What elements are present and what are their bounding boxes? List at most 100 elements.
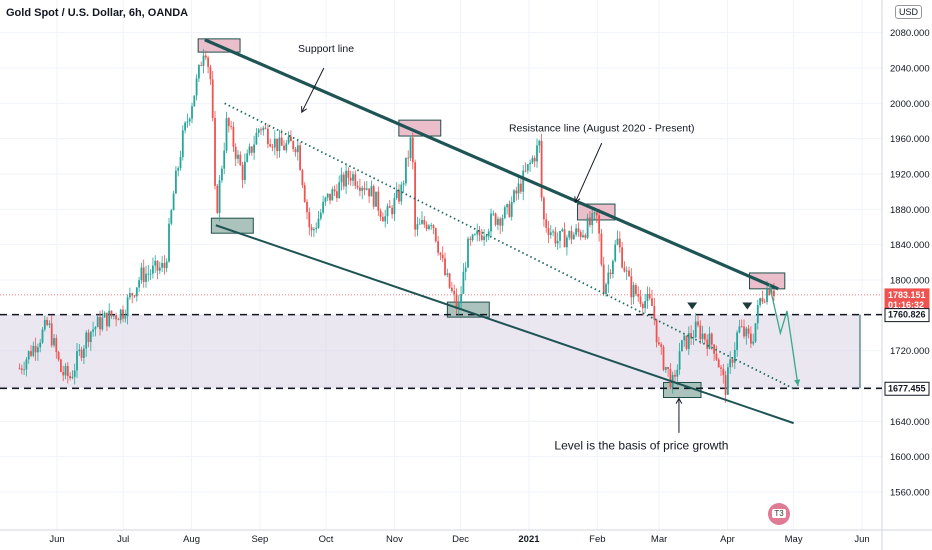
candle-body bbox=[308, 212, 311, 228]
candle-body bbox=[34, 345, 37, 353]
down-marker-icon bbox=[742, 302, 753, 310]
candle-body bbox=[543, 197, 545, 220]
candle-body bbox=[379, 210, 382, 217]
candle-body bbox=[110, 310, 113, 317]
candle-body bbox=[485, 236, 488, 238]
candle-body bbox=[66, 365, 69, 377]
candle-body bbox=[290, 136, 292, 142]
candle-body bbox=[195, 78, 198, 96]
candle-body bbox=[579, 231, 582, 238]
candle-body bbox=[430, 225, 433, 226]
candle-body bbox=[135, 287, 138, 297]
candle-body bbox=[393, 198, 396, 215]
price-badge-label: 01:16:32 bbox=[888, 300, 924, 310]
candle-body bbox=[411, 137, 414, 163]
candle-body bbox=[39, 342, 42, 348]
candle-body bbox=[614, 244, 617, 261]
candle-body bbox=[759, 298, 762, 306]
candle-body bbox=[310, 227, 313, 231]
y-tick-label: 1720.000 bbox=[890, 346, 930, 357]
candle-body bbox=[637, 294, 640, 297]
y-tick-label: 2080.000 bbox=[890, 28, 930, 39]
candle-body bbox=[253, 144, 256, 153]
candle-body bbox=[271, 146, 274, 148]
candle-body bbox=[697, 321, 699, 326]
candle-body bbox=[296, 145, 299, 153]
candle-body bbox=[722, 368, 725, 376]
candle-body bbox=[64, 365, 67, 376]
candle-body bbox=[414, 162, 417, 230]
candle-body bbox=[354, 174, 357, 186]
x-tick-label: Sep bbox=[251, 534, 268, 545]
candle-body bbox=[455, 294, 458, 309]
candle-body bbox=[207, 57, 210, 67]
candle-body bbox=[292, 141, 295, 150]
candle-body bbox=[342, 174, 345, 187]
candle-body bbox=[464, 267, 467, 272]
candle-body bbox=[678, 351, 681, 370]
candle-body bbox=[531, 157, 534, 163]
y-tick-label: 1600.000 bbox=[890, 452, 930, 463]
candle-body bbox=[363, 187, 366, 190]
chart-annotation: Support line bbox=[298, 43, 354, 55]
candle-body bbox=[221, 168, 223, 181]
candle-body bbox=[432, 225, 435, 229]
candle-body bbox=[630, 276, 633, 298]
candle-body bbox=[345, 170, 348, 187]
candle-body bbox=[453, 290, 456, 295]
candle-body bbox=[745, 328, 748, 337]
candle-body bbox=[621, 247, 624, 268]
candle-body bbox=[388, 206, 391, 208]
candle-body bbox=[306, 201, 308, 213]
candle-body bbox=[158, 267, 161, 271]
candle-body bbox=[60, 359, 62, 372]
candle-body bbox=[260, 129, 262, 131]
candle-body bbox=[170, 210, 173, 224]
candle-body bbox=[444, 258, 446, 275]
candle-body bbox=[439, 252, 442, 255]
candle-body bbox=[365, 188, 368, 190]
currency-badge[interactable]: USD bbox=[894, 5, 922, 19]
candle-body bbox=[740, 326, 743, 328]
candle-body bbox=[359, 187, 361, 191]
candle-body bbox=[756, 305, 759, 324]
candle-body bbox=[278, 137, 281, 152]
candle-body bbox=[593, 212, 596, 214]
candle-body bbox=[635, 285, 637, 295]
candle-body bbox=[126, 297, 129, 317]
candle-body bbox=[701, 333, 704, 340]
candle-body bbox=[754, 323, 757, 342]
x-tick-label: Apr bbox=[720, 534, 735, 545]
candle-body bbox=[602, 264, 605, 294]
candle-body bbox=[30, 351, 32, 356]
candle-body bbox=[83, 348, 85, 358]
candle-body bbox=[499, 218, 502, 226]
candle-body bbox=[490, 213, 492, 232]
candle-body bbox=[216, 185, 219, 213]
candle-body bbox=[317, 218, 320, 228]
candle-body bbox=[589, 217, 591, 226]
candle-body bbox=[494, 213, 497, 225]
candle-body bbox=[370, 186, 373, 197]
annotation-arrow bbox=[301, 67, 325, 113]
candle-body bbox=[149, 273, 152, 275]
candle-body bbox=[529, 162, 532, 165]
candle-body bbox=[211, 79, 214, 118]
candle-body bbox=[423, 220, 426, 225]
y-tick-label: 1560.000 bbox=[890, 488, 930, 499]
candle-body bbox=[269, 144, 272, 147]
candle-body bbox=[559, 231, 561, 241]
candle-body bbox=[400, 184, 403, 202]
candle-body bbox=[681, 340, 683, 352]
candle-body bbox=[761, 298, 764, 302]
candle-body bbox=[23, 369, 26, 371]
y-tick-label: 2040.000 bbox=[890, 64, 930, 75]
candle-body bbox=[322, 201, 325, 213]
candle-body bbox=[566, 237, 568, 248]
highlight-box bbox=[576, 203, 616, 221]
candle-body bbox=[398, 190, 400, 202]
candle-body bbox=[386, 206, 389, 217]
candle-body bbox=[152, 265, 154, 274]
candle-body bbox=[347, 170, 350, 178]
